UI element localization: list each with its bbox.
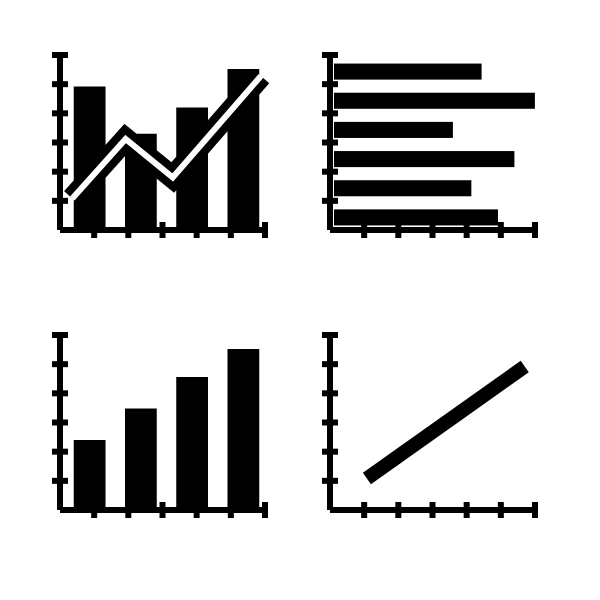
- horizontal-bars-icon: [322, 55, 535, 238]
- simple-bars-icon: [52, 335, 265, 518]
- chart-icon-grid: [0, 0, 600, 600]
- trend-line-icon: [322, 335, 535, 518]
- bar-line-combo-icon: [52, 55, 265, 238]
